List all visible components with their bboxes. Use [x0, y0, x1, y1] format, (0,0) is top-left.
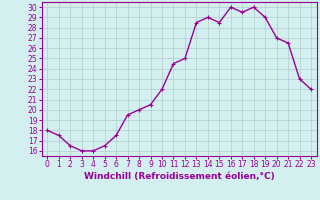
X-axis label: Windchill (Refroidissement éolien,°C): Windchill (Refroidissement éolien,°C) [84, 172, 275, 181]
